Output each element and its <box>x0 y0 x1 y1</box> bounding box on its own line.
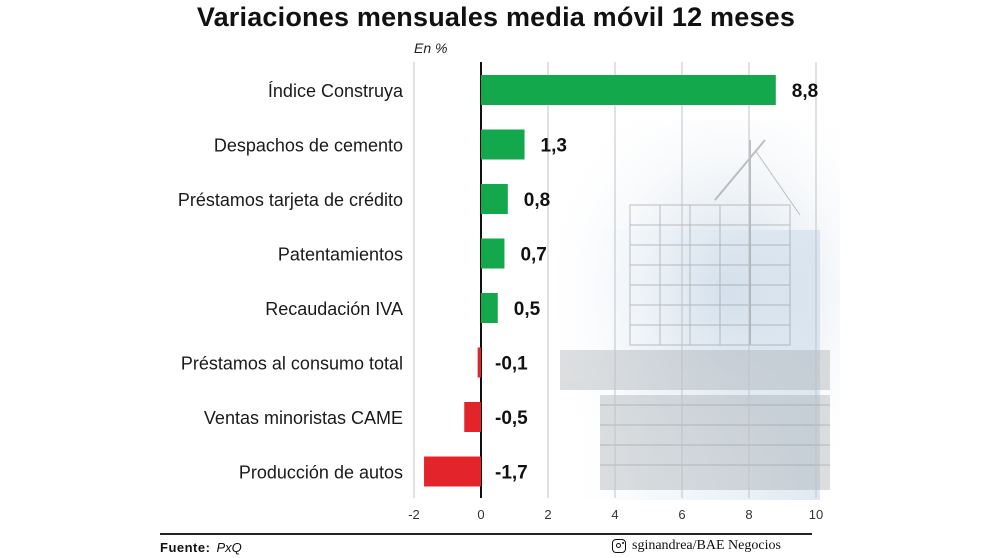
construction-background-illustration <box>520 120 840 500</box>
bar <box>481 75 776 105</box>
unit-label: En % <box>414 40 448 56</box>
value-label: -1,7 <box>495 463 528 484</box>
x-axis-ticks: -2 0 2 4 6 8 10 <box>408 507 823 522</box>
x-tick-label: 6 <box>678 507 685 522</box>
grid-lines <box>413 62 817 498</box>
category-label: Ventas minoristas CAME <box>204 408 403 428</box>
photo-credit: sginandrea/BAE Negocios <box>612 538 781 554</box>
bar <box>424 456 481 487</box>
footer-divider <box>160 533 812 535</box>
value-label: 1,3 <box>541 136 567 157</box>
bar <box>481 238 505 269</box>
x-tick-label: 8 <box>745 507 752 522</box>
bar <box>481 293 498 323</box>
value-label: 8,8 <box>792 81 818 102</box>
bar <box>481 184 508 214</box>
bar <box>481 129 525 160</box>
category-label: Despachos de cemento <box>214 136 403 156</box>
category-label: Índice Construya <box>268 81 404 101</box>
x-tick-label: 0 <box>477 507 484 522</box>
value-label: -0,1 <box>495 354 528 375</box>
bar <box>464 402 481 432</box>
category-label: Patentamientos <box>278 245 403 265</box>
source-label: Fuente: <box>160 540 211 555</box>
credit-text: sginandrea/BAE Negocios <box>632 538 781 553</box>
x-tick-label: 10 <box>809 507 823 522</box>
value-labels: 8,8 1,3 0,8 0,7 0,5 -0,1 -0,5 -1,7 <box>495 81 818 484</box>
bar-chart: Índice Construya Despachos de cemento Prés… <box>178 62 840 522</box>
category-labels: Índice Construya Despachos de cemento Prés… <box>178 81 404 483</box>
chart-title: Variaciones mensuales media móvil 12 mes… <box>196 2 796 32</box>
value-label: 0,8 <box>524 190 550 211</box>
value-label: -0,5 <box>495 408 528 429</box>
value-label: 0,5 <box>514 299 541 320</box>
x-tick-label: 4 <box>611 507 618 522</box>
x-tick-label: -2 <box>408 507 420 522</box>
category-label: Préstamos tarjeta de crédito <box>178 190 403 210</box>
source-note: Fuente: PxQ <box>160 540 242 555</box>
value-label: 0,7 <box>520 245 546 266</box>
bar <box>477 347 481 378</box>
instagram-icon <box>612 539 626 553</box>
category-label: Producción de autos <box>239 463 403 483</box>
x-tick-label: 2 <box>544 507 551 522</box>
category-label: Recaudación IVA <box>265 299 403 319</box>
source-value: PxQ <box>216 540 242 555</box>
category-label: Préstamos al consumo total <box>181 354 403 374</box>
bars <box>424 75 776 487</box>
